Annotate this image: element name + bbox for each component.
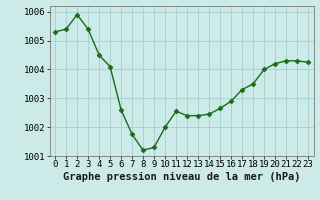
X-axis label: Graphe pression niveau de la mer (hPa): Graphe pression niveau de la mer (hPa) — [63, 172, 300, 182]
